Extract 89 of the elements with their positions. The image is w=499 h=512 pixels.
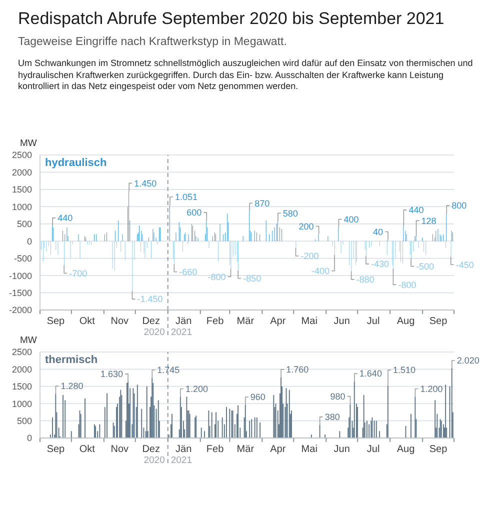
x-tick-label: Jun	[334, 444, 350, 455]
data-label: -700	[69, 268, 88, 278]
y-tick-label: 0	[26, 236, 32, 246]
data-label: -500	[416, 261, 434, 272]
x-tick-label: Mai	[301, 316, 318, 327]
data-label: -660	[179, 266, 198, 277]
y-tick-label: -500	[14, 254, 32, 264]
data-label: 1.640	[359, 368, 382, 379]
x-tick-label: Mär	[236, 444, 255, 455]
x-tick-label: Sep	[46, 316, 66, 327]
data-label: 1.200	[185, 384, 208, 394]
text: Um Schwankungen im Stromnetz schnellstmöglich auszugleichen wird dafür auf den Einsatz von thermischen und hydraulischen Kraftwerken zurückgegriffen. Durch das Ein- bzw. Ausschalten der Kraftwerke kann Leistung kontrolliert in das Netz eingespeist oder vom Netz genommen werden.	[18, 58, 474, 92]
x-tick-label: Apr	[270, 316, 286, 327]
x-tick-label: Aug	[396, 316, 415, 327]
data-label: 440	[58, 213, 73, 224]
x-tick-label: Apr	[270, 444, 286, 455]
x-tick-label: Jän	[176, 444, 192, 455]
data-label: 400	[344, 214, 359, 224]
text: 2020	[144, 327, 165, 338]
data-label: 960	[250, 392, 266, 402]
data-label: 870	[254, 198, 270, 208]
data-label: 1.630	[100, 369, 124, 380]
y-tick-label: 2000	[12, 364, 32, 374]
data-label: 380	[324, 412, 340, 422]
data-label: 1.280	[60, 381, 84, 392]
data-label: 40	[372, 226, 383, 237]
y-tick-label: 1500	[12, 184, 32, 195]
y-tick-label: 0	[26, 433, 32, 444]
x-tick-label: Jän	[176, 316, 192, 327]
x-tick-label: Sep	[429, 316, 448, 327]
data-label: 2.020	[456, 356, 480, 366]
y-tick-label: 1000	[12, 398, 32, 409]
text: hydraulisch	[45, 157, 107, 169]
data-label: -800	[208, 272, 226, 282]
y-tick-label: 1500	[12, 382, 32, 392]
text: 2021	[170, 455, 192, 466]
y-tick-label: 500	[16, 219, 32, 230]
x-tick-label: Jul	[366, 444, 380, 455]
data-label: 1.510	[392, 365, 416, 376]
chart-subtitle: Tageweise Eingriffe nach Kraftwerkstyp in Megawatt.	[18, 36, 287, 48]
data-label: 200	[298, 221, 314, 232]
data-label: -850	[243, 274, 262, 284]
y-tick-label: -2000	[8, 305, 32, 316]
data-label: 1.450	[134, 178, 157, 188]
data-label: 1.745	[157, 365, 180, 376]
data-label: 440	[408, 205, 424, 216]
y-tick-label: 2500	[12, 347, 32, 358]
x-tick-label: Dez	[142, 316, 160, 327]
y-tick-label: 500	[16, 416, 32, 426]
y-tick-label: -1500	[8, 288, 32, 298]
x-tick-label: Nov	[110, 316, 129, 327]
data-label: 800	[452, 200, 467, 211]
data-label: 980	[330, 391, 346, 402]
text: 2021	[170, 327, 192, 338]
x-tick-label: Jul	[366, 316, 380, 327]
x-tick-label: Nov	[110, 444, 129, 455]
data-label: 1.200	[420, 384, 443, 394]
data-label: -430	[370, 259, 389, 270]
x-tick-label: Feb	[206, 316, 224, 327]
x-tick-label: Sep	[46, 444, 66, 455]
y-axis-title: MW	[20, 138, 37, 150]
x-tick-label: Okt	[79, 316, 96, 327]
text: thermisch	[45, 354, 98, 366]
data-label: -450	[456, 260, 474, 270]
data-label: 1.760	[286, 364, 309, 375]
x-tick-label: Jun	[334, 316, 350, 327]
x-tick-label: Sep	[429, 444, 448, 455]
data-label: 600	[186, 208, 202, 218]
data-label: 128	[421, 216, 436, 226]
data-label: 580	[282, 208, 298, 218]
y-axis-title: MW	[20, 335, 37, 347]
data-label: -1.450	[137, 294, 163, 304]
text: 2020	[144, 455, 165, 466]
data-label: -200	[300, 251, 319, 262]
x-tick-label: Dez	[142, 444, 160, 455]
data-label: 1.051	[174, 192, 198, 202]
x-tick-label: Aug	[396, 444, 415, 455]
x-tick-label: Mai	[301, 444, 318, 455]
x-tick-label: Okt	[79, 444, 96, 455]
y-tick-label: 2500	[12, 150, 32, 160]
x-tick-label: Feb	[206, 444, 224, 455]
data-label: -800	[398, 280, 416, 290]
y-tick-label: 1000	[12, 202, 32, 212]
data-label: -880	[356, 274, 374, 285]
y-tick-label: 2000	[12, 167, 32, 178]
data-label: -400	[312, 266, 330, 276]
chart-title: Redispatch Abrufe September 2020 bis September 2021	[18, 9, 444, 29]
y-tick-label: -1000	[8, 270, 32, 281]
x-tick-label: Mär	[236, 316, 255, 327]
